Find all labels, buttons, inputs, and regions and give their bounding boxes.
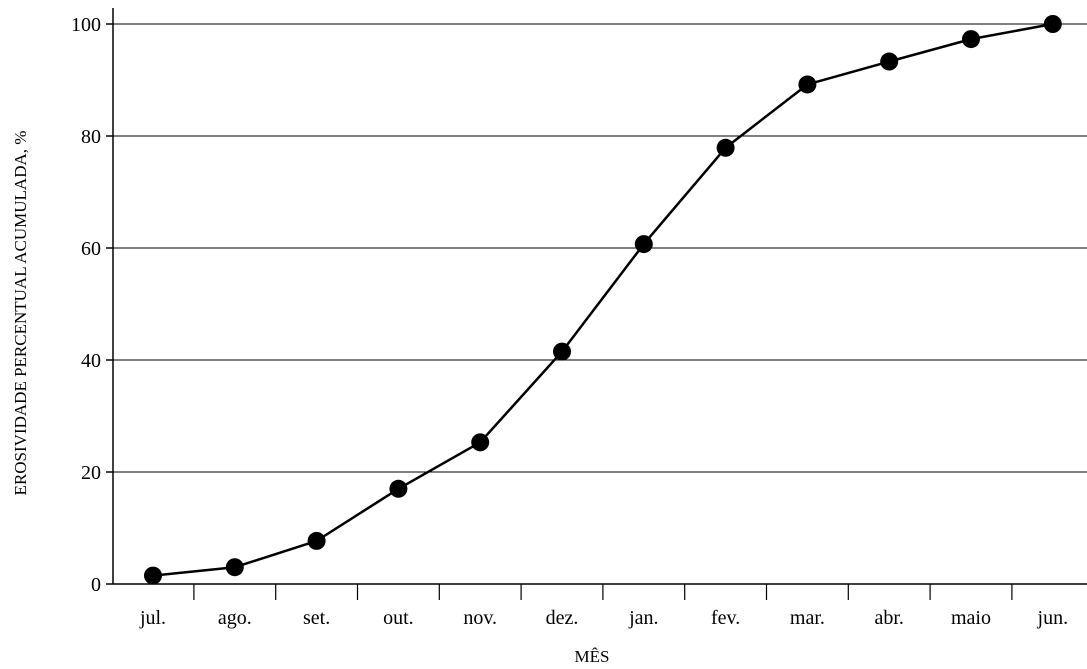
y-tick-label: 60 — [81, 238, 101, 260]
data-point-out — [389, 479, 408, 498]
y-axis-ticks: 0 20 40 60 80 100 — [71, 14, 113, 596]
x-axis-ticks: jul. ago. set. out. nov. dez. jan. fev. mar. abr.… — [139, 584, 1068, 629]
x-axis-title: MÊS — [575, 647, 610, 666]
series-erosivity — [144, 15, 1062, 585]
data-point-jan — [634, 235, 653, 254]
x-tick-label: jan. — [628, 607, 658, 629]
x-tick-label: set. — [303, 607, 330, 629]
axes — [112, 8, 1087, 585]
data-point-mar — [798, 75, 817, 94]
y-tick-label: 20 — [81, 462, 101, 484]
x-tick-label: jun. — [1037, 607, 1069, 629]
data-point-jun — [1043, 15, 1062, 33]
grid-lines — [113, 23, 1087, 473]
x-tick-label: maio — [951, 607, 991, 629]
x-tick-label: jul. — [139, 607, 166, 629]
data-point-abr — [880, 52, 899, 71]
x-tick-label: nov. — [463, 607, 497, 629]
y-tick-label: 100 — [71, 14, 101, 36]
x-tick-label: fev. — [711, 607, 740, 629]
y-tick-label: 0 — [91, 574, 101, 596]
x-tick-label: abr. — [874, 607, 903, 629]
x-tick-label: dez. — [546, 607, 579, 629]
y-axis-title: EROSIVIDADE PERCENTUAL ACUMULADA, % — [11, 131, 30, 496]
data-point-dez — [553, 342, 571, 361]
data-point-nov — [471, 433, 490, 452]
series-line — [152, 22, 1054, 577]
data-point-maio — [962, 30, 980, 49]
x-tick-label: out. — [383, 607, 414, 629]
data-point-ago — [225, 558, 244, 577]
data-point-set — [307, 531, 326, 550]
y-tick-label: 40 — [81, 350, 101, 372]
x-tick-label: ago. — [218, 607, 252, 629]
data-point-fev — [716, 138, 735, 157]
data-point-jul — [144, 566, 162, 585]
y-tick-label: 80 — [81, 126, 101, 148]
x-tick-label: mar. — [790, 607, 825, 629]
